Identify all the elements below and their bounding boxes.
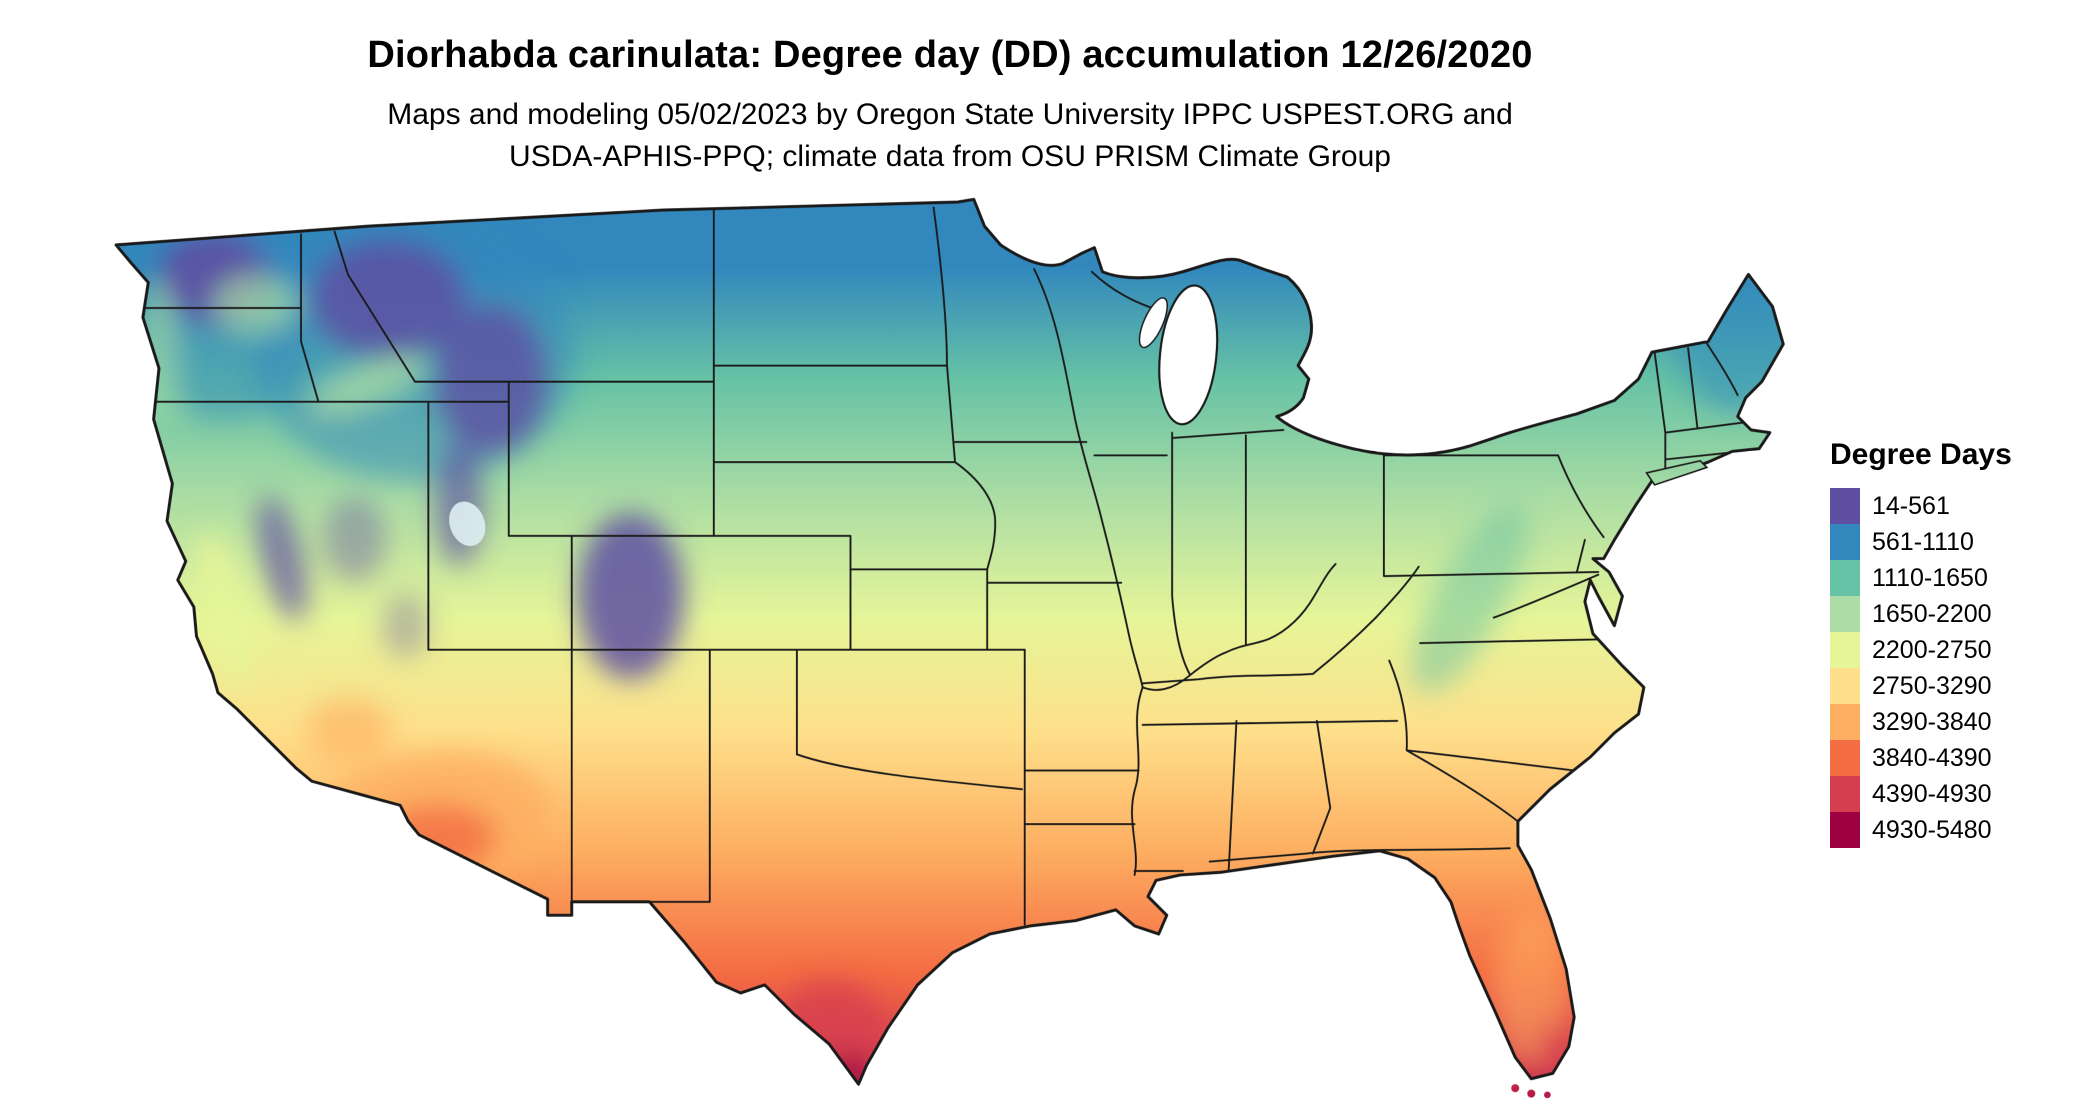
long-island: [1645, 459, 1709, 486]
legend-swatch: [1830, 560, 1860, 596]
legend-entry: 14-561: [1830, 488, 2012, 524]
us-degree-day-map: [100, 194, 1802, 1116]
us-map-svg: [114, 197, 1785, 1099]
lake-michigan: [1158, 284, 1219, 426]
conus-outline: [114, 197, 1785, 1086]
legend-swatch: [1830, 704, 1860, 740]
state-borders: [116, 206, 1750, 926]
legend-entry: 561-1110: [1830, 524, 2012, 560]
legend-entry: 3840-4390: [1830, 740, 2012, 776]
legend-entry-label: 561-1110: [1872, 527, 1974, 556]
florida-keys: [1511, 1084, 1551, 1099]
legend-entry-label: 2750-3290: [1872, 671, 1992, 700]
subtitle-line-1: Maps and modeling 05/02/2023 by Oregon S…: [387, 98, 1513, 131]
legend-swatch: [1830, 596, 1860, 632]
legend-title: Degree Days: [1830, 438, 2012, 471]
legend-entry-label: 14-561: [1872, 491, 1950, 520]
regional-anomaly-blobs: [140, 220, 1784, 1085]
green-bay: [1138, 297, 1168, 349]
legend-swatch: [1830, 812, 1860, 848]
legend-entries: 14-561 561-1110 1110-1650 1650-2200 2200-275…: [1830, 488, 2012, 848]
legend-swatch: [1830, 740, 1860, 776]
legend-entry: 1110-1650: [1830, 560, 2012, 596]
legend-entry: 4390-4930: [1830, 776, 2012, 812]
legend-swatch: [1830, 632, 1860, 668]
legend-entry: 2750-3290: [1830, 668, 2012, 704]
page-title: Diorhabda carinulata: Degree day (DD) ac…: [367, 34, 1533, 76]
legend: Degree Days 14-561 561-1110 1110-1650 1650-…: [1830, 438, 2012, 848]
page-subtitle: Maps and modeling 05/02/2023 by Oregon S…: [387, 94, 1513, 178]
legend-swatch: [1830, 488, 1860, 524]
legend-entry: 2200-2750: [1830, 632, 2012, 668]
legend-entry-label: 4930-5480: [1872, 815, 1992, 844]
legend-entry-label: 4390-4930: [1872, 779, 1992, 808]
great-salt-lake: [449, 501, 486, 547]
legend-swatch: [1830, 668, 1860, 704]
legend-entry-label: 3290-3840: [1872, 707, 1992, 736]
legend-swatch: [1830, 776, 1860, 812]
legend-entry-label: 3840-4390: [1872, 743, 1992, 772]
legend-entry-label: 1110-1650: [1872, 563, 1988, 592]
legend-entry: 1650-2200: [1830, 596, 2012, 632]
legend-swatch: [1830, 524, 1860, 560]
legend-entry-label: 2200-2750: [1872, 635, 1992, 664]
legend-entry: 3290-3840: [1830, 704, 2012, 740]
subtitle-line-2: USDA-APHIS-PPQ; climate data from OSU PR…: [509, 140, 1391, 173]
legend-entry-label: 1650-2200: [1872, 599, 1992, 628]
legend-entry: 4930-5480: [1830, 812, 2012, 848]
